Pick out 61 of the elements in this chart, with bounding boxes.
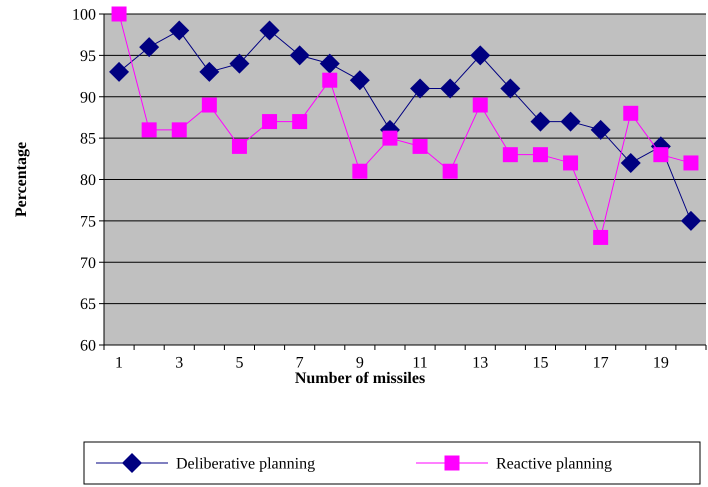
point [590,120,611,140]
point [112,6,127,22]
point [290,45,310,66]
legend-label: Deliberative planning [176,456,316,473]
point [620,152,641,173]
point [500,78,520,98]
y-tick-label: 60 [80,338,96,355]
point [442,164,458,179]
x-tick-label: 5 [235,354,244,372]
point [530,112,550,132]
y-tick-label: 65 [80,296,96,314]
point [172,122,187,138]
point [623,106,638,121]
point [202,98,217,113]
point [680,210,701,231]
point [653,147,668,162]
point [410,78,430,98]
y-tick-label: 100 [72,6,96,24]
point [560,112,581,132]
point [260,20,280,41]
point [322,72,338,88]
point [472,98,488,113]
point [683,155,698,170]
x-tick-label: 19 [652,354,669,372]
point [593,230,608,245]
legend-label: Reactive planning [496,456,612,473]
point [350,70,370,90]
point [382,130,398,146]
x-tick-label: 9 [356,354,364,372]
point [292,114,308,130]
x-tick-label: 17 [592,354,609,372]
point [169,20,190,41]
point [109,62,130,82]
point [262,114,278,130]
point [352,164,368,179]
point [142,122,157,138]
x-tick-label: 3 [175,354,184,372]
point [320,54,340,74]
y-tick-label: 80 [80,172,96,190]
point [139,37,160,58]
y-tick-label: 75 [80,213,96,230]
x-tick-label: 7 [296,354,304,372]
point [563,155,578,170]
point [470,45,490,66]
point [532,147,548,162]
point [412,138,428,154]
point [502,147,518,162]
y-tick-label: 95 [80,48,96,65]
y-tick-label: 70 [80,254,96,272]
point [440,78,460,98]
point [229,54,250,74]
x-axis-title: Number of missiles [294,370,426,387]
y-tick-label: 90 [80,89,96,106]
y-tick-label: 85 [80,130,96,148]
x-tick-label: 13 [472,354,488,372]
point [199,62,220,82]
point [232,138,247,154]
y-axis-title: Percentage [13,142,30,218]
x-tick-label: 1 [115,354,124,372]
x-tick-label: 11 [412,354,428,372]
x-tick-label: 15 [532,354,548,372]
